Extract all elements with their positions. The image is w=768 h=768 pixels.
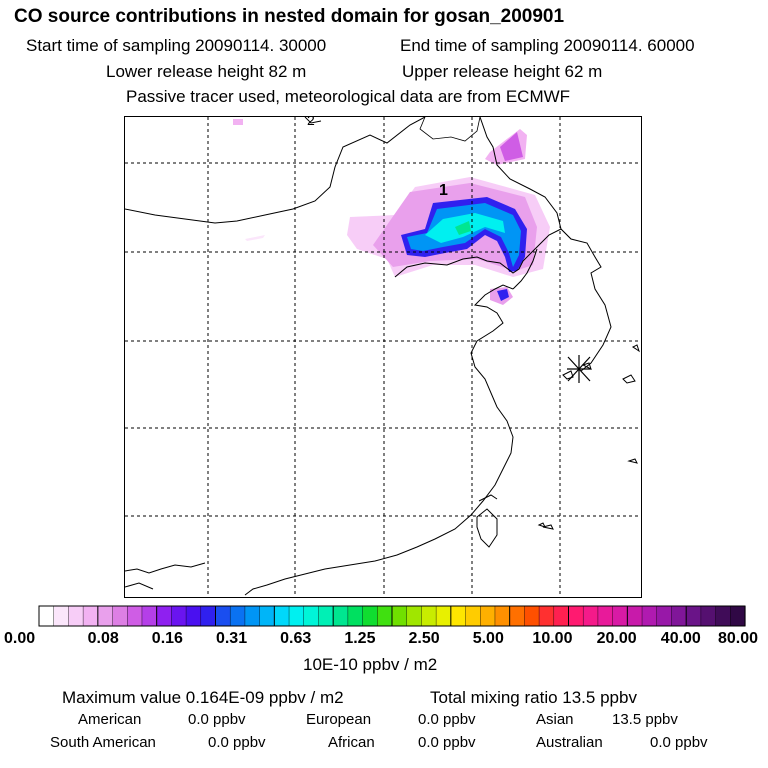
region-name-african: African <box>328 734 375 751</box>
total-mixing-label: Total mixing ratio 13.5 ppbv <box>430 688 637 707</box>
map-canvas: 1 2 <box>125 117 641 597</box>
colorbar-swatch <box>715 606 731 626</box>
coastlines <box>125 117 640 596</box>
colorbar-swatch <box>524 606 540 626</box>
colorbar-swatch <box>259 606 275 626</box>
colorbar-swatch <box>568 606 584 626</box>
colorbar-swatch <box>421 606 437 626</box>
colorbar-swatch <box>200 606 217 626</box>
lower-height-label: Lower release height 82 m <box>106 62 307 81</box>
map-panel: 1 2 <box>124 116 642 598</box>
colorbar-swatch <box>244 606 261 626</box>
lat-lon-grid <box>125 117 641 597</box>
colorbar-tick-label: 2.50 <box>408 630 440 647</box>
colorbar-tick-label: 0.31 <box>215 630 248 647</box>
colorbar-swatch <box>480 606 496 626</box>
colorbar-unit: 10E-10 ppbv / m2 <box>303 655 438 674</box>
colorbar-swatch <box>289 606 305 626</box>
colorbar-swatch <box>597 606 614 626</box>
colorbar-swatch <box>450 606 467 626</box>
contour-label-1: 1 <box>439 182 448 199</box>
colorbar-swatch <box>612 606 628 626</box>
region-value-south-american: 0.0 ppbv <box>208 734 266 751</box>
colorbar-swatch <box>730 606 746 626</box>
colorbar-swatch <box>494 606 511 626</box>
colorbar-swatch <box>156 606 172 626</box>
colorbar-swatch <box>141 606 158 626</box>
colorbar-swatch <box>230 606 246 626</box>
region-value-american: 0.0 ppbv <box>188 711 246 728</box>
colorbar-tick-label: 5.00 <box>472 630 504 647</box>
colorbar-swatch <box>509 606 525 626</box>
colorbar-swatch <box>583 606 599 626</box>
colorbar-swatch <box>303 606 320 626</box>
colorbar-swatch <box>686 606 702 626</box>
receptor-marker <box>567 355 591 383</box>
plume-core <box>401 197 527 301</box>
colorbar-swatch <box>53 606 70 626</box>
colorbar-tick-label: 0.63 <box>280 630 312 647</box>
colorbar-tick-label: 40.00 <box>660 630 701 647</box>
region-name-asian: Asian <box>536 711 574 728</box>
colorbar-swatch <box>318 606 334 626</box>
region-name-south-american: South American <box>50 734 156 751</box>
colorbar-swatch <box>362 606 378 626</box>
colorbar-swatch <box>392 606 408 626</box>
region-name-australian: Australian <box>536 734 603 751</box>
region-value-european: 0.0 ppbv <box>418 711 476 728</box>
colorbar-swatch <box>97 606 114 626</box>
colorbar-swatch <box>406 606 423 626</box>
region-value-african: 0.0 ppbv <box>418 734 476 751</box>
colorbar-swatch <box>436 606 452 626</box>
colorbar-tick-label: 20.00 <box>596 630 637 647</box>
map-title: CO source contributions in nested domain… <box>14 6 565 27</box>
colorbar-tick-label: 0.08 <box>87 630 119 647</box>
start-time-label: Start time of sampling 20090114. 30000 <box>26 36 327 55</box>
colorbar-swatch <box>112 606 128 626</box>
end-time-label: End time of sampling 20090114. 60000 <box>400 36 695 55</box>
contour-label-2: 2 <box>307 117 315 128</box>
borders <box>419 117 572 240</box>
colorbar-swatch <box>83 606 99 626</box>
colorbar <box>38 605 746 627</box>
colorbar-tick-label: 1.25 <box>344 630 376 647</box>
tracer-note: Passive tracer used, meteorological data… <box>126 87 571 106</box>
colorbar-swatch <box>377 606 393 626</box>
colorbar-swatch <box>553 606 570 626</box>
colorbar-swatch <box>671 606 687 626</box>
region-name-american: American <box>78 711 142 728</box>
region-name-european: European <box>306 711 372 728</box>
colorbar-tick-label: 80.00 <box>717 630 758 647</box>
upper-height-label: Upper release height 62 m <box>402 62 603 81</box>
colorbar-swatch <box>656 606 673 626</box>
region-value-asian: 13.5 ppbv <box>612 711 678 728</box>
colorbar-swatch <box>127 606 143 626</box>
colorbar-swatch <box>700 606 717 626</box>
colorbar-swatch <box>539 606 555 626</box>
colorbar-swatch <box>627 606 643 626</box>
colorbar-swatch <box>642 606 658 626</box>
colorbar-swatch <box>465 606 481 626</box>
colorbar-swatch <box>347 606 364 626</box>
colorbar-tick-label: 0.00 <box>4 630 36 647</box>
colorbar-border <box>38 605 746 627</box>
max-value-label: Maximum value 0.164E-09 ppbv / m2 <box>62 688 344 707</box>
region-value-australian: 0.0 ppbv <box>650 734 708 751</box>
colorbar-swatch <box>171 606 187 626</box>
colorbar-swatch <box>274 606 290 626</box>
colorbar-swatch <box>333 606 349 626</box>
colorbar-swatch <box>186 606 202 626</box>
colorbar-swatch <box>39 606 55 626</box>
colorbar-tick-label: 0.16 <box>151 630 183 647</box>
colorbar-swatch <box>68 606 84 626</box>
colorbar-tick-label: 10.00 <box>532 630 573 647</box>
colorbar-swatch <box>215 606 231 626</box>
